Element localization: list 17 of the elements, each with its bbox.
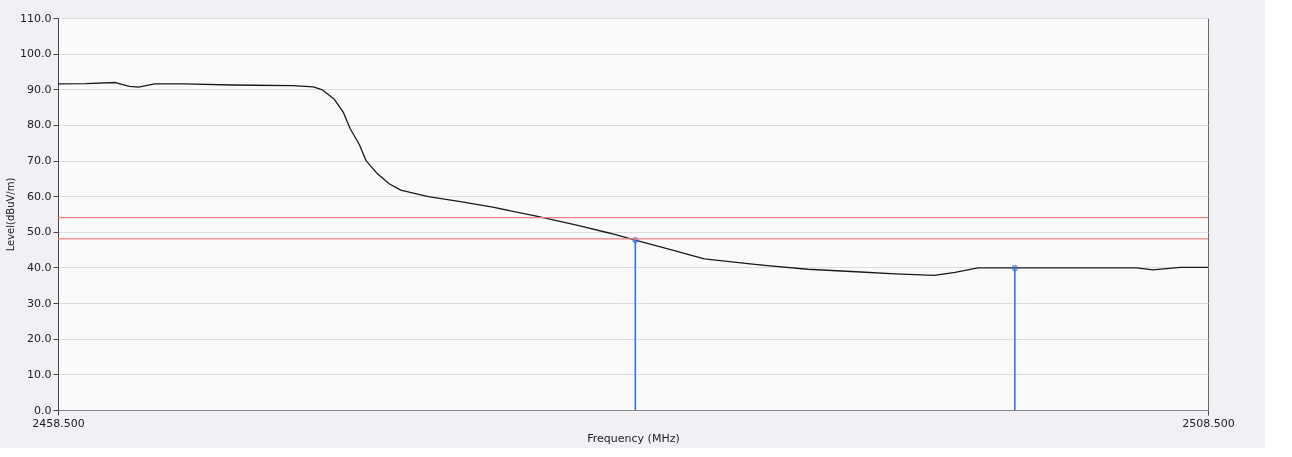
y-tick-label: 20.0 xyxy=(27,332,52,346)
y-tick-label: 110.0 xyxy=(20,11,52,25)
y-tick-label: 70.0 xyxy=(27,154,52,168)
y-tick-label: 10.0 xyxy=(27,367,52,381)
x-axis-title: Frequency (MHz) xyxy=(587,431,680,445)
y-tick-label: 0.0 xyxy=(34,403,52,417)
y-tick-label: 60.0 xyxy=(27,189,52,203)
y-tick-label: 100.0 xyxy=(20,47,52,61)
y-tick-label: 40.0 xyxy=(27,260,52,274)
x-tick-label: 2458.500 xyxy=(32,416,85,430)
x-tick-label: 2508.500 xyxy=(1182,416,1235,430)
y-axis-title: Level(dBuV/m) xyxy=(5,177,17,252)
line-series xyxy=(57,81,1209,276)
y-tick-label: 90.0 xyxy=(27,82,52,96)
y-tick-label: 50.0 xyxy=(27,225,52,239)
y-tick-label: 80.0 xyxy=(27,118,52,132)
y-tick-label: 30.0 xyxy=(27,296,52,310)
